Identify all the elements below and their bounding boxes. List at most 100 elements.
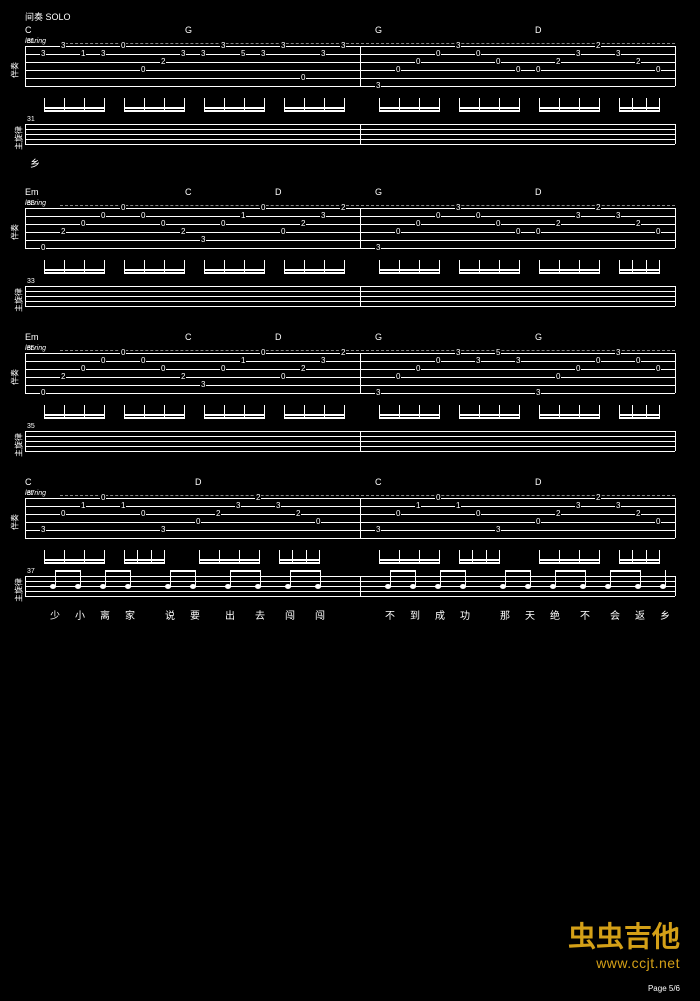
lyric-char: 出 [225,607,235,622]
chord-label: D [275,187,282,197]
tab-fret: 0 [415,58,421,66]
lyric-char: 乡 [30,155,40,170]
tab-fret: 0 [140,212,146,220]
tab-fret: 0 [220,220,226,228]
tab-fret: 3 [455,42,461,50]
tab-fret: 0 [280,228,286,236]
tab-page: 间奏 SOLO CGGDlet ring伴奏313313002333533033… [0,0,700,649]
tab-fret: 0 [535,228,541,236]
tab-fret: 0 [195,518,201,526]
tab-fret: 3 [180,50,186,58]
page-number: Page 5/6 [648,984,680,993]
lyric-char: 乡 [660,607,670,622]
tab-fret: 2 [340,349,346,357]
tab-fret: 2 [340,204,346,212]
tab-fret: 3 [160,526,166,534]
vocal-staff-label: 主旋律 [14,578,25,602]
lyric-char: 家 [125,607,135,622]
lyric-char: 不 [385,607,395,622]
tab-fret: 2 [595,204,601,212]
tab-fret: 0 [475,50,481,58]
rhythm-row [25,96,675,116]
lyric-char: 要 [190,607,200,622]
chord-row: CGGD [25,25,675,37]
measure-number: 33 [27,278,35,285]
tab-fret: 1 [80,502,86,510]
chord-row: EmCDGD [25,187,675,199]
chord-label: D [535,187,542,197]
lyric-char: 到 [410,607,420,622]
tab-fret: 0 [415,220,421,228]
watermark-main: 虫虫吉他 [568,915,680,955]
chord-label: D [195,477,202,487]
tab-system: CGGDlet ring伴奏31331300233353303330003000… [25,25,675,169]
tab-fret: 0 [100,212,106,220]
tab-fret: 3 [575,212,581,220]
chord-label: G [185,25,192,35]
tab-fret: 0 [120,349,126,357]
lyric-char: 天 [525,607,535,622]
vocal-staff: 主旋律33 [25,286,675,314]
tab-fret: 0 [60,510,66,518]
tab-fret: 0 [160,220,166,228]
tab-fret: 1 [415,502,421,510]
tab-fret: 0 [140,66,146,74]
vocal-staff-label: 主旋律 [14,126,25,150]
chord-label: C [375,477,382,487]
chord-label: D [275,332,282,342]
tab-staff: 伴奏330200000230100232300030000232320 [25,208,675,256]
lyric-char: 说 [165,607,175,622]
lyric-row: 乡 [25,155,675,169]
tab-fret: 0 [655,66,661,74]
tab-fret: 2 [555,220,561,228]
measure-number: 31 [27,116,35,123]
tab-fret: 0 [220,365,226,373]
chord-label: Em [25,187,39,197]
chord-label: C [25,477,32,487]
tab-fret: 0 [655,365,661,373]
tab-fret: 3 [40,50,46,58]
tab-fret: 0 [515,228,521,236]
tab-fret: 0 [635,357,641,365]
tab-fret: 2 [60,228,66,236]
tab-staff: 伴奏373010103023232030101030232320 [25,498,675,546]
tab-system: EmCDGGlet ring伴奏350200000230100232300033… [25,332,675,459]
tab-fret: 0 [120,204,126,212]
watermark: 虫虫吉他 www.ccjt.net [568,915,680,971]
tab-fret: 3 [275,502,281,510]
tab-fret: 0 [80,220,86,228]
tab-fret: 2 [595,42,601,50]
lyric-row: 少小离家说要出去闯闯不到成功那天绝不会返乡 [25,607,675,621]
vocal-staff-label: 主旋律 [14,288,25,312]
tab-fret: 2 [295,510,301,518]
lyric-char: 功 [460,607,470,622]
tab-fret: 3 [320,212,326,220]
lyric-char: 小 [75,607,85,622]
tab-fret: 3 [200,236,206,244]
tab-fret: 2 [160,58,166,66]
tab-fret: 2 [180,373,186,381]
vocal-staff: 主旋律37 [25,576,675,604]
tab-fret: 3 [375,389,381,397]
tab-fret: 0 [415,365,421,373]
tab-fret: 0 [140,357,146,365]
lyric-char: 会 [610,607,620,622]
tab-fret: 0 [160,365,166,373]
tab-fret: 0 [100,357,106,365]
tab-fret: 1 [455,502,461,510]
tab-fret: 0 [140,510,146,518]
rhythm-row [25,548,675,568]
tab-fret: 2 [555,510,561,518]
tab-fret: 3 [535,389,541,397]
tab-staff-label: 伴奏 [10,224,21,240]
tab-fret: 0 [435,494,441,502]
tab-fret: 3 [60,42,66,50]
tab-fret: 0 [80,365,86,373]
chord-label: C [185,187,192,197]
measure-number: 35 [27,423,35,430]
watermark-sub: www.ccjt.net [568,955,680,971]
tab-fret: 3 [495,526,501,534]
tab-fret: 2 [255,494,261,502]
tab-fret: 5 [240,50,246,58]
tab-fret: 2 [635,220,641,228]
